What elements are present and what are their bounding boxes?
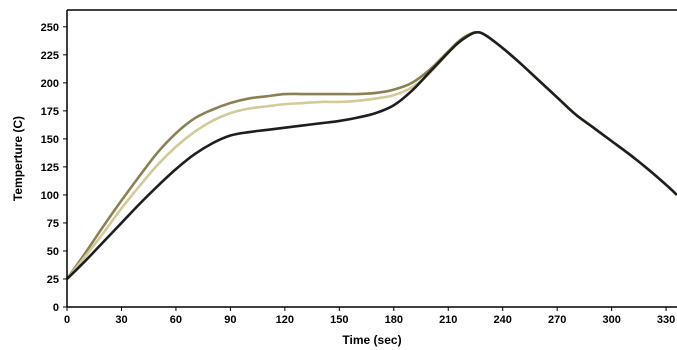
x-tick-label: 0 [64, 314, 70, 326]
x-tick-label: 150 [330, 314, 348, 326]
x-tick-label: 300 [602, 314, 620, 326]
x-tick-label: 210 [439, 314, 457, 326]
x-tick-label: 240 [494, 314, 512, 326]
series-line-3 [66, 30, 677, 280]
x-tick-label: 90 [224, 314, 236, 326]
x-tick-label: 120 [276, 314, 294, 326]
ticks-layer: 0 30 60 90 120 150 180 210 240 270 300 330 0 25 50 75 10… [41, 22, 676, 326]
x-tick-label: 270 [548, 314, 566, 326]
y-tick-label: 25 [47, 274, 59, 286]
y-axis-title: Temperture (C) [11, 116, 25, 201]
y-tick-label: 0 [53, 302, 59, 314]
x-tick-label: 330 [657, 314, 675, 326]
y-tick-label: 150 [41, 134, 59, 146]
y-tick-label: 200 [41, 78, 59, 90]
y-tick-label: 125 [41, 162, 59, 174]
x-tick-label: 180 [385, 314, 403, 326]
x-tick-label: 30 [115, 314, 127, 326]
axes-layer [66, 9, 677, 308]
y-tick-label: 100 [41, 190, 59, 202]
y-tick-label: 225 [41, 50, 59, 62]
x-axis-title: Time (sec) [342, 333, 401, 347]
series-line-2 [65, 30, 677, 280]
series-line-1 [65, 31, 677, 280]
x-tick-label: 60 [170, 314, 182, 326]
y-tick-label: 250 [41, 22, 59, 34]
y-tick-label: 175 [41, 106, 59, 118]
y-tick-label: 50 [47, 246, 59, 258]
series-layer [65, 30, 677, 280]
y-tick-label: 75 [47, 218, 59, 230]
